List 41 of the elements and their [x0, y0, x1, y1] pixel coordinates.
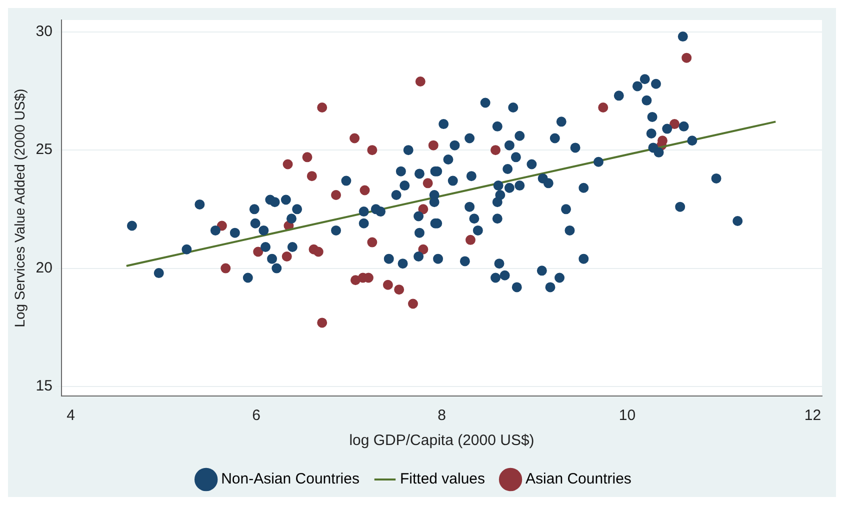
point [306, 171, 317, 182]
point [415, 76, 426, 86]
point [317, 102, 328, 112]
point [394, 284, 404, 295]
point [418, 204, 428, 214]
point [422, 178, 433, 188]
point [313, 246, 324, 257]
legend-label: Fitted values [400, 470, 486, 488]
y-axis-title: Log Services Value Added (2000 US$) [11, 88, 28, 328]
point [408, 298, 418, 309]
x-tick-label: 12 [804, 407, 822, 424]
point [350, 133, 360, 144]
point [282, 251, 292, 262]
point [382, 280, 393, 290]
point [465, 234, 476, 245]
x-tick-label: 4 [66, 407, 75, 424]
point [317, 318, 328, 328]
point [670, 119, 680, 130]
x-tick-label: 8 [438, 407, 446, 424]
point [302, 152, 312, 162]
y-tick-label: 25 [36, 141, 52, 158]
point [220, 263, 231, 274]
y-tick-label: 20 [36, 259, 52, 276]
point [682, 52, 692, 63]
point [490, 145, 501, 156]
x-tick-label: 6 [252, 407, 260, 424]
point [360, 185, 370, 196]
point [367, 145, 378, 156]
point [282, 159, 293, 170]
point [418, 244, 428, 254]
legend-label: Asian Countries [526, 470, 632, 488]
legend-label: Non-Asian Countries [221, 470, 360, 488]
point [367, 237, 378, 248]
y-tick-label: 30 [36, 22, 52, 40]
y-tick-label: 15 [36, 378, 52, 395]
x-tick-label: 10 [618, 407, 636, 424]
point [598, 102, 608, 112]
point [331, 190, 342, 200]
point [428, 140, 438, 150]
point [253, 246, 264, 257]
x-axis-title: log GDP/Capita (2000 US$) [349, 432, 534, 450]
